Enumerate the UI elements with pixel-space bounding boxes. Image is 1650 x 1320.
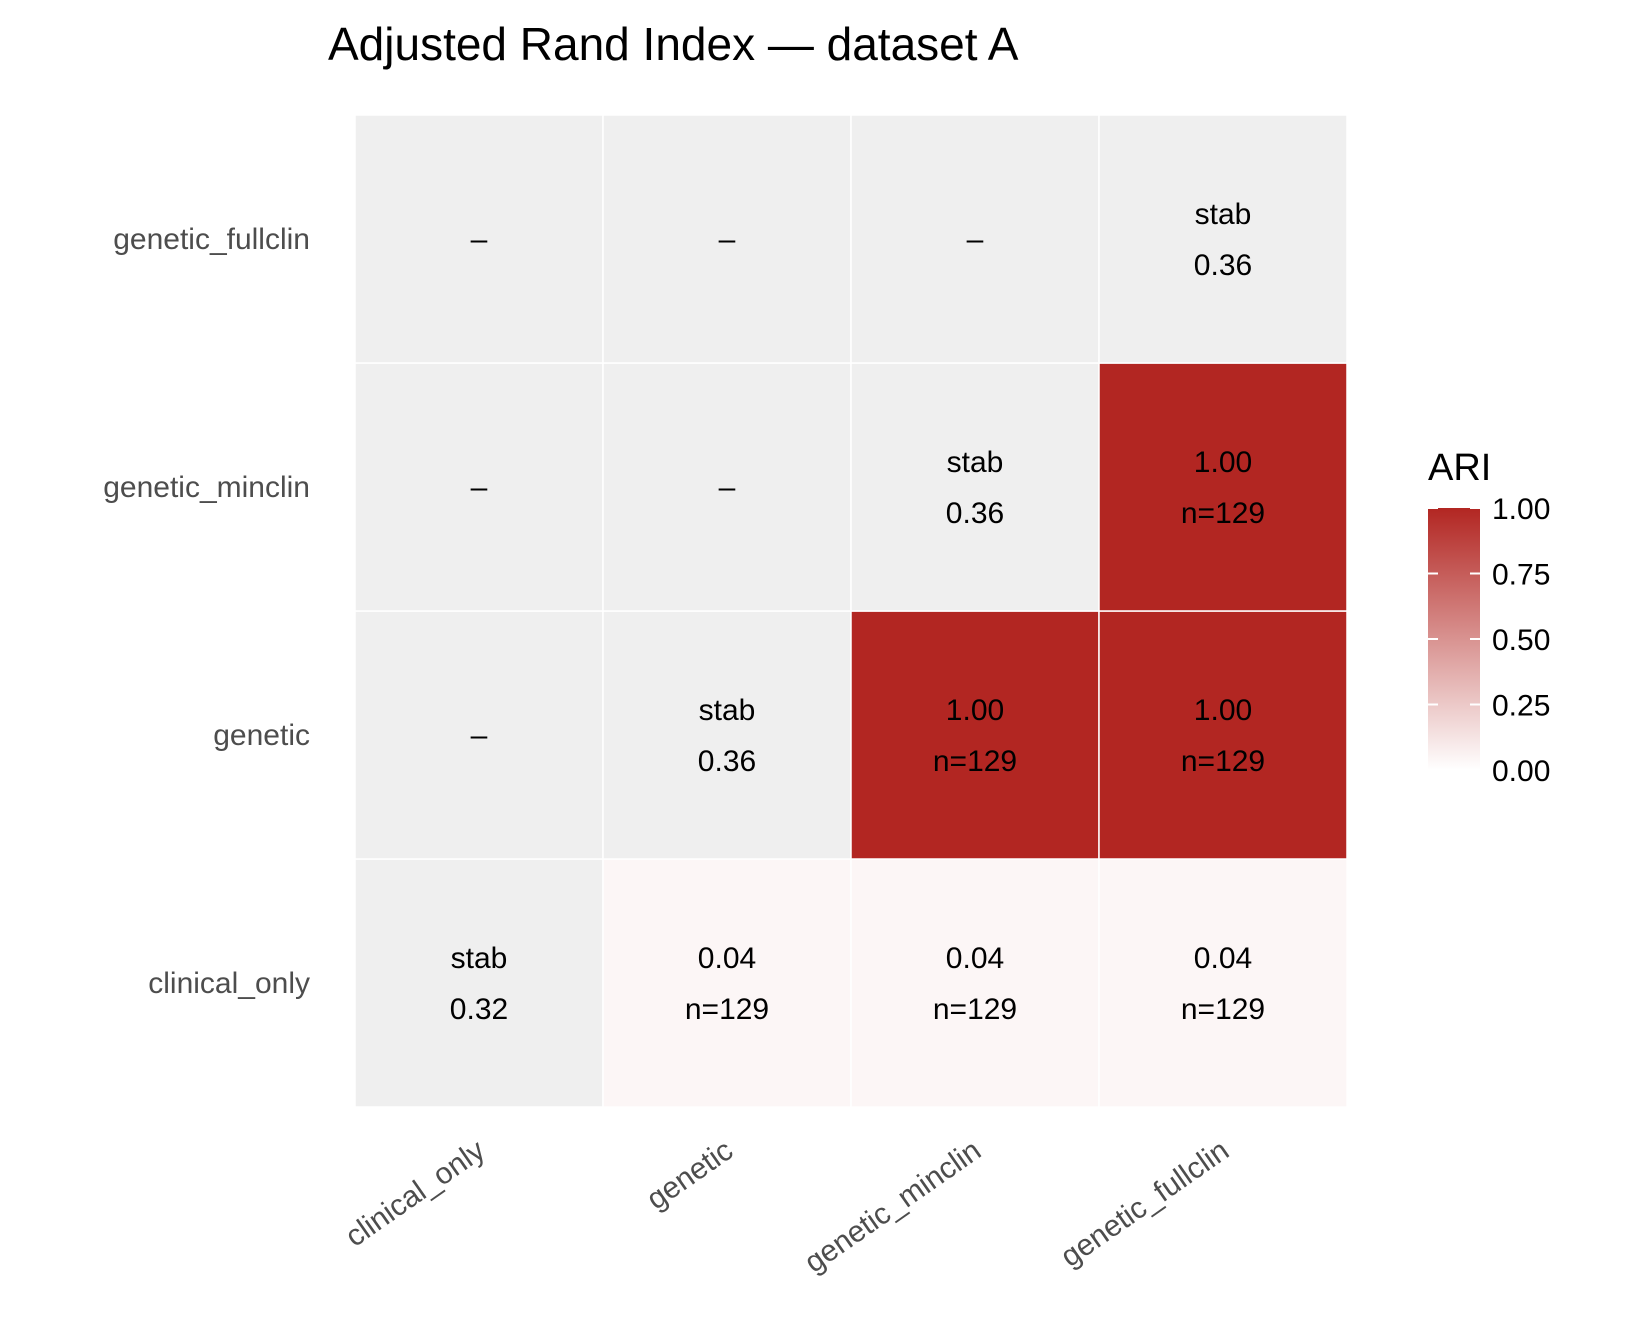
cell-clinical-only-genetic: – <box>354 610 604 860</box>
heatmap-cell <box>850 858 1100 1108</box>
cell-label-line1: stab <box>1195 198 1252 231</box>
heatmap-cell <box>850 610 1100 860</box>
heatmap-cells: stab 0.32 0.04 n=129 0.04 n=129 0.04 n=129 – stab… <box>354 114 1348 1108</box>
x-axis-tick-labels: clinical_only genetic genetic_minclin genet… <box>340 1134 1235 1280</box>
legend-title: ARI <box>1428 447 1491 489</box>
legend-tick-label-0-00: 0.00 <box>1492 755 1550 788</box>
cell-label-line2: 0.36 <box>946 497 1004 530</box>
legend-ticks: 0.00 0.25 0.50 0.75 1.00 <box>1428 493 1550 788</box>
cell-genetic-genetic: stab 0.36 <box>602 610 852 860</box>
cell-label-line1: 0.04 <box>698 942 756 975</box>
cell-label-line1: stab <box>947 446 1004 479</box>
cell-label-line1: – <box>471 471 488 504</box>
cell-genetic-fullclin-genetic-fullclin: stab 0.36 <box>1098 114 1348 364</box>
cell-clinical-only-genetic-fullclin: – <box>354 114 604 364</box>
heatmap-cell <box>1098 362 1348 612</box>
cell-label-line1: stab <box>451 942 508 975</box>
cell-genetic-clinical-only: 0.04 n=129 <box>602 858 852 1108</box>
heatmap-cell <box>354 362 604 612</box>
cell-label-line2: 0.36 <box>1194 249 1252 282</box>
cell-genetic-fullclin-genetic: 1.00 n=129 <box>1098 610 1348 860</box>
y-tick-label-genetic: genetic <box>213 719 310 752</box>
legend-tick-label-1-00: 1.00 <box>1492 493 1550 526</box>
x-tick-label-genetic-minclin: genetic_minclin <box>799 1134 987 1280</box>
heatmap-cell <box>850 114 1100 364</box>
cell-label-line1: 1.00 <box>1194 446 1252 479</box>
cell-genetic-genetic-minclin: – <box>602 362 852 612</box>
legend-tick-label-0-50: 0.50 <box>1492 624 1550 657</box>
y-axis-tick-labels: clinical_only genetic genetic_minclin genet… <box>103 223 310 1000</box>
cell-label-line2: n=129 <box>1181 745 1265 778</box>
x-tick-label-genetic-fullclin: genetic_fullclin <box>1055 1134 1235 1274</box>
y-tick-label-clinical-only: clinical_only <box>148 967 310 1000</box>
heatmap-cell <box>1098 858 1348 1108</box>
cell-label-line1: – <box>471 719 488 752</box>
cell-genetic-fullclin-genetic-minclin: 1.00 n=129 <box>1098 362 1348 612</box>
y-tick-label-genetic-fullclin: genetic_fullclin <box>113 223 310 256</box>
cell-label-line1: – <box>719 223 736 256</box>
cell-label-line2: n=129 <box>933 993 1017 1026</box>
cell-label-line2: n=129 <box>1181 993 1265 1026</box>
heatmap-cell <box>850 362 1100 612</box>
cell-label-line2: 0.32 <box>450 993 508 1026</box>
cell-label-line1: – <box>471 223 488 256</box>
cell-label-line1: 0.04 <box>1194 942 1252 975</box>
cell-label-line1: 1.00 <box>1194 694 1252 727</box>
cell-label-line1: – <box>967 223 984 256</box>
cell-clinical-only-clinical-only: stab 0.32 <box>354 858 604 1108</box>
heatmap-cell <box>1098 114 1348 364</box>
heatmap-cell <box>602 858 852 1108</box>
cell-genetic-minclin-genetic-fullclin: – <box>850 114 1100 364</box>
chart-title: Adjusted Rand Index — dataset A <box>328 18 1019 70</box>
cell-label-line1: – <box>719 471 736 504</box>
legend-tick-label-0-75: 0.75 <box>1492 559 1550 592</box>
cell-genetic-minclin-genetic: 1.00 n=129 <box>850 610 1100 860</box>
cell-label-line2: n=129 <box>933 745 1017 778</box>
heatmap-cell <box>602 114 852 364</box>
cell-clinical-only-genetic-minclin: – <box>354 362 604 612</box>
legend-tick-label-0-25: 0.25 <box>1492 690 1550 723</box>
x-tick-label-clinical-only: clinical_only <box>340 1134 491 1254</box>
cell-genetic-genetic-fullclin: – <box>602 114 852 364</box>
heatmap-cell <box>354 858 604 1108</box>
y-tick-label-genetic-minclin: genetic_minclin <box>103 471 310 504</box>
cell-genetic-minclin-genetic-minclin: stab 0.36 <box>850 362 1100 612</box>
cell-label-line2: 0.36 <box>698 745 756 778</box>
color-legend: ARI 0.00 0.25 0.50 0.75 1.00 <box>1428 447 1550 788</box>
cell-genetic-minclin-clinical-only: 0.04 n=129 <box>850 858 1100 1108</box>
cell-label-line2: n=129 <box>685 993 769 1026</box>
cell-genetic-fullclin-clinical-only: 0.04 n=129 <box>1098 858 1348 1108</box>
heatmap-cell <box>602 610 852 860</box>
cell-label-line2: n=129 <box>1181 497 1265 530</box>
heatmap-cell <box>354 610 604 860</box>
cell-label-line1: 1.00 <box>946 694 1004 727</box>
cell-label-line1: stab <box>699 694 756 727</box>
cell-label-line1: 0.04 <box>946 942 1004 975</box>
x-tick-label-genetic: genetic <box>641 1134 739 1217</box>
heatmap-cell <box>1098 610 1348 860</box>
heatmap-cell <box>354 114 604 364</box>
